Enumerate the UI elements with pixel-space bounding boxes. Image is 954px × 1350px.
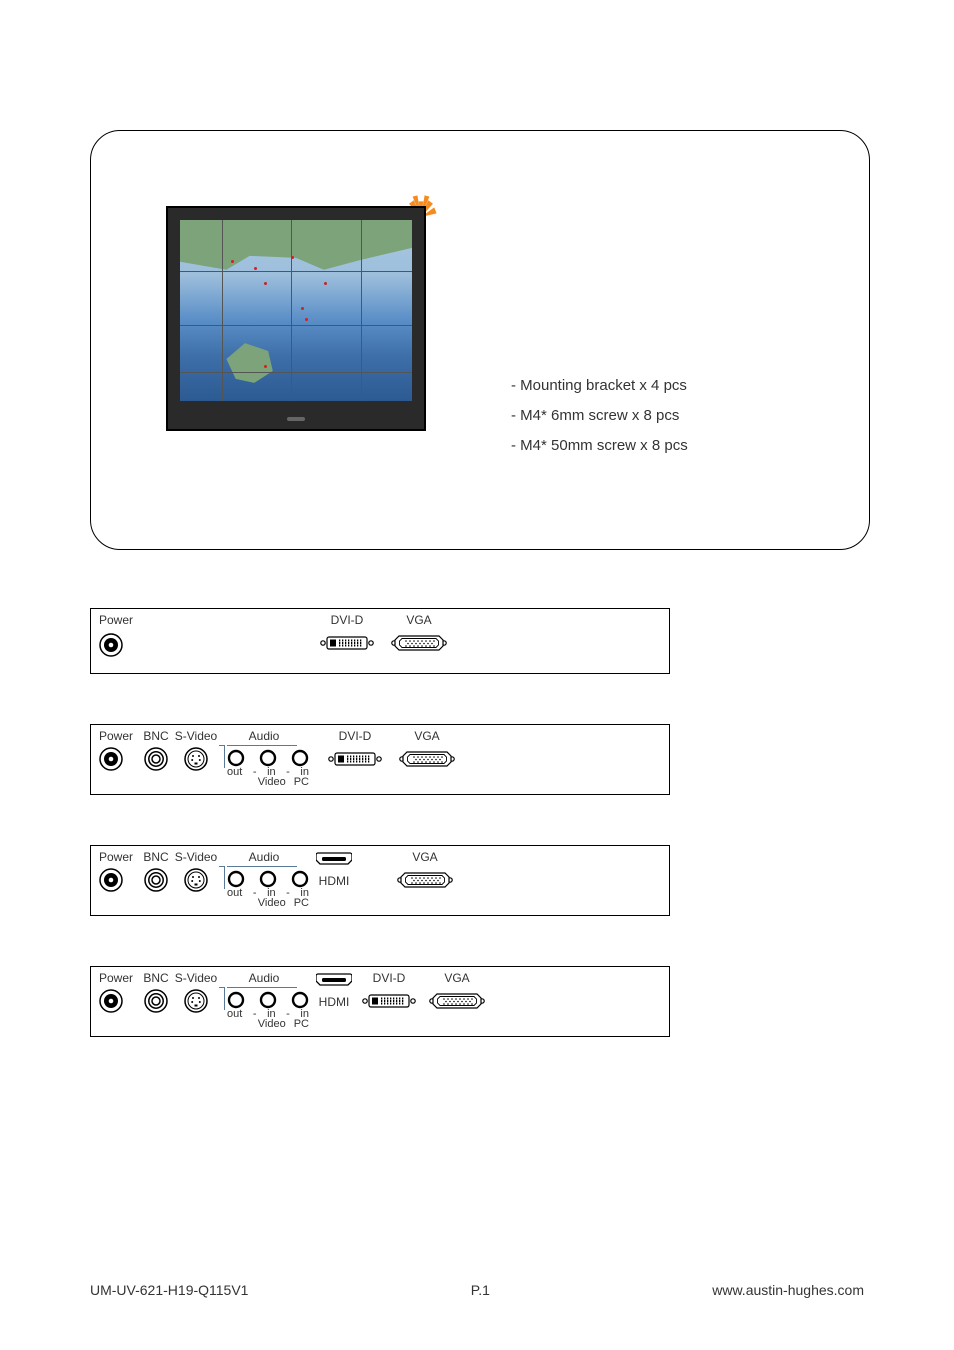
audio-in-pc-jack-icon	[291, 749, 309, 767]
power-port-icon	[99, 989, 123, 1013]
audio-out-jack-icon	[227, 870, 245, 888]
audio-video-label: Video	[258, 776, 286, 788]
power-port-icon	[99, 633, 123, 657]
power-port-icon	[99, 868, 123, 892]
hdmi-port-icon	[316, 852, 352, 866]
power-port-icon	[99, 747, 123, 771]
vga-label: VGA	[406, 613, 431, 627]
audio-video-label: Video	[258, 897, 286, 909]
svideo-port-icon	[184, 747, 208, 771]
audio-in-pc-jack-icon	[291, 870, 309, 888]
vga-port-icon	[398, 749, 456, 769]
dvi-port-icon	[319, 635, 375, 651]
audio-sep: -	[286, 887, 290, 899]
monitor-frame	[166, 206, 426, 431]
audio-underline	[227, 745, 297, 746]
audio-sep: -	[286, 766, 290, 778]
svideo-label: S-Video	[175, 729, 217, 743]
audio-in-video-jack-icon	[259, 991, 277, 1009]
vga-port-icon	[428, 991, 486, 1011]
audio-underline	[227, 987, 297, 988]
svideo-port-icon	[184, 989, 208, 1013]
audio-in-video-jack-icon	[259, 749, 277, 767]
vga-label: VGA	[414, 729, 439, 743]
power-label: Power	[99, 613, 133, 627]
power-label: Power	[99, 729, 133, 743]
audio-pc-label: PC	[294, 776, 309, 788]
doc-code: UM-UV-621-H19-Q115V1	[90, 1282, 248, 1298]
audio-out-jack-icon	[227, 991, 245, 1009]
product-box: - Mounting bracket x 4 pcs - M4* 6mm scr…	[90, 130, 870, 550]
audio-out-label: out	[227, 1008, 242, 1020]
audio-out-label: out	[227, 766, 242, 778]
page-footer: UM-UV-621-H19-Q115V1 P.1 www.austin-hugh…	[0, 1282, 954, 1298]
page-number: P.1	[248, 1282, 712, 1298]
audio-in-video-jack-icon	[259, 870, 277, 888]
power-label: Power	[99, 971, 133, 985]
connector-panel-4: Power BNC S-Video Audio	[90, 966, 670, 1037]
audio-pc-label: PC	[294, 897, 309, 909]
page: - Mounting bracket x 4 pcs - M4* 6mm scr…	[0, 0, 954, 1350]
audio-sep: -	[286, 1008, 290, 1020]
dvi-label: DVI-D	[373, 971, 406, 985]
accessory-item: - Mounting bracket x 4 pcs	[511, 371, 688, 401]
audio-label: Audio	[249, 850, 280, 864]
audio-out-jack-icon	[227, 749, 245, 767]
svideo-port-icon	[184, 868, 208, 892]
power-label: Power	[99, 850, 133, 864]
audio-video-label: Video	[258, 1018, 286, 1030]
hdmi-port-icon	[316, 973, 352, 987]
website: www.austin-hughes.com	[712, 1282, 864, 1298]
vga-label: VGA	[444, 971, 469, 985]
vga-port-icon	[396, 870, 454, 890]
bnc-label: BNC	[143, 729, 168, 743]
audio-out-label: out	[227, 887, 242, 899]
audio-sep: -	[253, 1008, 257, 1020]
hdmi-label: HDMI	[319, 995, 350, 1009]
dvi-label: DVI-D	[331, 613, 364, 627]
accessory-item: - M4* 50mm screw x 8 pcs	[511, 431, 688, 461]
bnc-port-icon	[144, 989, 168, 1013]
connector-panel-1: Power DVI-D VGA	[90, 608, 670, 674]
bnc-port-icon	[144, 747, 168, 771]
vga-label: VGA	[412, 850, 437, 864]
audio-label: Audio	[249, 971, 280, 985]
svideo-label: S-Video	[175, 850, 217, 864]
accessory-list: - Mounting bracket x 4 pcs - M4* 6mm scr…	[511, 371, 688, 461]
hdmi-label: HDMI	[319, 874, 350, 888]
bnc-label: BNC	[143, 850, 168, 864]
dvi-port-icon	[361, 993, 417, 1009]
audio-in-pc-jack-icon	[291, 991, 309, 1009]
dvi-port-icon	[327, 751, 383, 767]
monitor-screen	[180, 220, 412, 401]
connector-panel-2: Power BNC S-Video Audio	[90, 724, 670, 795]
bnc-port-icon	[144, 868, 168, 892]
audio-label: Audio	[249, 729, 280, 743]
monitor-button-icon	[287, 417, 305, 421]
audio-sep: -	[253, 766, 257, 778]
connector-panel-3: Power BNC S-Video Audio	[90, 845, 670, 916]
accessory-item: - M4* 6mm screw x 8 pcs	[511, 401, 688, 431]
vga-port-icon	[390, 633, 448, 653]
svideo-label: S-Video	[175, 971, 217, 985]
bnc-label: BNC	[143, 971, 168, 985]
audio-underline	[227, 866, 297, 867]
dvi-label: DVI-D	[339, 729, 372, 743]
audio-pc-label: PC	[294, 1018, 309, 1030]
audio-sep: -	[253, 887, 257, 899]
